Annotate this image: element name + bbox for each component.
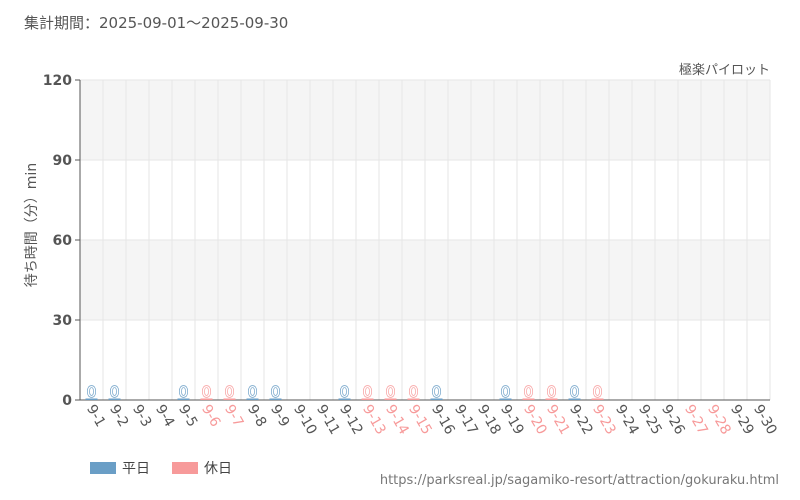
x-tick-label: 9-26 — [658, 402, 688, 438]
x-tick-label: 9-6 — [198, 402, 223, 430]
y-tick-label: 90 — [53, 153, 73, 169]
x-tick-label: 9-10 — [290, 402, 320, 438]
bar — [384, 398, 397, 400]
y-tick-label: 60 — [53, 233, 73, 249]
data-label: 0 — [340, 383, 350, 401]
data-label: 0 — [524, 383, 534, 401]
bar — [108, 398, 121, 400]
x-tick-label: 9-24 — [612, 402, 642, 438]
x-tick-label: 9-22 — [566, 402, 596, 438]
data-label: 0 — [386, 383, 396, 401]
x-tick-label: 9-7 — [221, 402, 246, 430]
data-label: 0 — [593, 383, 603, 401]
data-label: 0 — [248, 383, 258, 401]
bar — [177, 398, 190, 400]
bar — [200, 398, 213, 400]
legend-holiday: 休日 — [172, 458, 232, 478]
x-tick-label: 9-30 — [750, 402, 780, 438]
data-label: 0 — [225, 383, 235, 401]
bar — [223, 398, 236, 400]
x-tick-label: 9-1 — [83, 402, 108, 430]
data-label: 0 — [432, 383, 442, 401]
x-tick-label: 9-4 — [152, 402, 177, 430]
bar — [269, 398, 282, 400]
attraction-name: 極楽パイロット — [678, 63, 770, 78]
x-tick-label: 9-11 — [313, 402, 343, 438]
data-label: 0 — [202, 383, 212, 401]
bar — [85, 398, 98, 400]
legend-weekday-label: 平日 — [122, 461, 150, 477]
bar — [407, 398, 420, 400]
legend: 平日 休日 — [90, 458, 254, 478]
x-tick-label: 9-18 — [474, 402, 504, 438]
weekday-swatch — [90, 462, 116, 474]
y-tick-label: 0 — [62, 393, 72, 409]
x-tick-label: 9-16 — [428, 402, 458, 438]
legend-weekday: 平日 — [90, 458, 150, 478]
x-tick-label: 9-27 — [681, 402, 711, 438]
data-label: 0 — [87, 383, 97, 401]
bar — [568, 398, 581, 400]
period-label: 集計期間：2025-09-01～2025-09-30 — [24, 14, 289, 32]
x-tick-label: 9-2 — [106, 402, 131, 430]
bar — [499, 398, 512, 400]
bar — [591, 398, 604, 400]
x-tick-label: 9-19 — [497, 402, 527, 438]
x-tick-label: 9-13 — [359, 402, 389, 438]
data-label: 0 — [409, 383, 419, 401]
bar — [338, 398, 351, 400]
source-url: https://parksreal.jp/sagamiko-resort/att… — [379, 473, 779, 488]
y-tick-label: 30 — [53, 313, 73, 329]
x-tick-label: 9-20 — [520, 402, 550, 438]
x-tick-label: 9-23 — [589, 402, 619, 438]
data-label: 0 — [110, 383, 120, 401]
x-tick-label: 9-5 — [175, 402, 200, 430]
bar — [545, 398, 558, 400]
x-tick-label: 9-14 — [382, 402, 412, 438]
legend-holiday-label: 休日 — [204, 461, 232, 477]
data-label: 0 — [271, 383, 281, 401]
x-tick-label: 9-3 — [129, 402, 154, 430]
data-label: 0 — [179, 383, 189, 401]
x-tick-label: 9-9 — [267, 402, 292, 430]
holiday-swatch — [172, 462, 198, 474]
x-tick-label: 9-15 — [405, 402, 435, 438]
bar — [430, 398, 443, 400]
x-tick-label: 9-21 — [543, 402, 573, 438]
x-tick-label: 9-8 — [244, 402, 269, 430]
data-label: 0 — [501, 383, 511, 401]
bar — [522, 398, 535, 400]
data-label: 0 — [363, 383, 373, 401]
data-label: 0 — [547, 383, 557, 401]
x-tick-label: 9-12 — [336, 402, 366, 438]
bar — [246, 398, 259, 400]
x-tick-label: 9-17 — [451, 402, 481, 438]
bar — [361, 398, 374, 400]
x-tick-label: 9-29 — [727, 402, 757, 438]
data-label: 0 — [570, 383, 580, 401]
x-tick-label: 9-28 — [704, 402, 734, 438]
y-tick-label: 120 — [43, 73, 72, 89]
x-tick-label: 9-25 — [635, 402, 665, 438]
